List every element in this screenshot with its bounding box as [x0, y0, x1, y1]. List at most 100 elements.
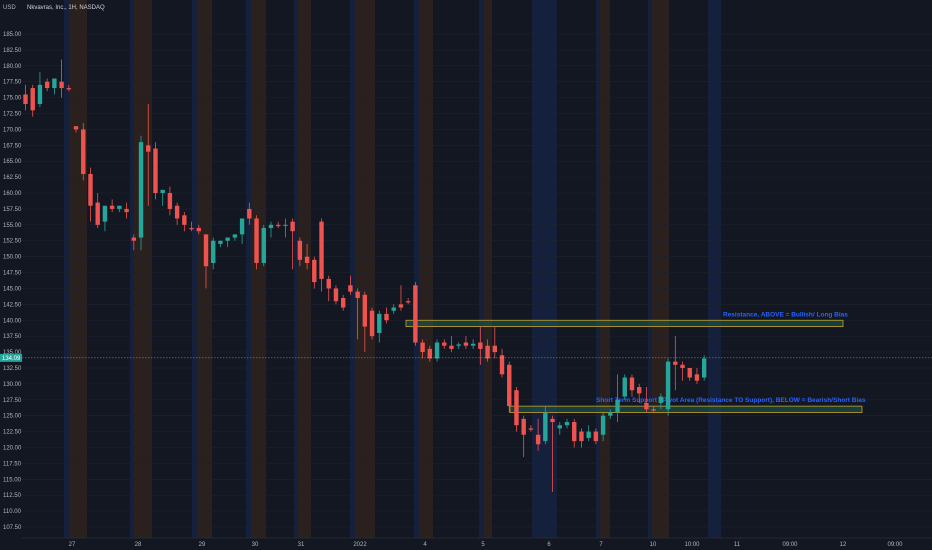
y-tick-label: 175.00 [3, 96, 22, 102]
y-axis: 185.00 182.50 180.00 177.50 175.00 172.50 170.… [3, 32, 22, 531]
candle [405, 297, 411, 305]
session-band-blue [596, 0, 600, 538]
candle [340, 294, 346, 311]
y-tick-label: 182.50 [3, 48, 22, 54]
candle [564, 418, 570, 429]
session-band-blue [545, 0, 557, 538]
candles-layer [23, 59, 707, 493]
last-price-value: 134.09 [2, 356, 21, 362]
candle-body [586, 431, 591, 438]
x-tick-label: 29 [199, 542, 206, 548]
x-tick-label: 30 [252, 542, 259, 548]
candle [23, 84, 28, 111]
candle [52, 78, 57, 95]
candle-body [211, 240, 216, 264]
candle-body [507, 364, 512, 407]
candle [470, 339, 476, 349]
candle [398, 285, 404, 311]
zone-label: Resistance, ABOVE = Bullish/ Long Bias [723, 311, 848, 318]
y-tick-label: 147.50 [3, 271, 22, 277]
y-tick-label: 162.50 [3, 175, 22, 181]
candle [276, 221, 281, 229]
candle-body [535, 434, 541, 445]
candle-body [398, 304, 404, 308]
candle-body [557, 425, 562, 429]
x-tick-label: 31 [298, 542, 305, 548]
candle-body [701, 358, 707, 378]
candle-body [283, 224, 288, 226]
session-band-orange [69, 0, 87, 538]
candle [131, 234, 136, 251]
candle-body [276, 224, 281, 227]
x-tick-label: 10:00 [684, 542, 700, 548]
candle [174, 202, 180, 225]
candle-body [680, 364, 685, 368]
candle-body [146, 145, 151, 152]
x-tick-label: 2022 [353, 542, 367, 548]
symbol-title: Nkvavras, Inc., 1H, NASDAQ [27, 5, 105, 11]
x-tick-label: 6 [547, 542, 551, 548]
candle-body [174, 205, 180, 219]
candle-body [499, 355, 505, 375]
candle [377, 310, 382, 343]
zone-label: Short Term Support / Pivot Area (Resista… [596, 397, 866, 404]
candle [521, 415, 526, 458]
candle [102, 205, 108, 232]
candle-body [405, 301, 411, 303]
candle [507, 361, 512, 413]
x-tick-label: 28 [135, 542, 142, 548]
x-tick-label: 4 [423, 542, 427, 548]
candle [355, 288, 360, 340]
candle [629, 374, 635, 397]
session-band-blue [130, 0, 134, 538]
candle [651, 406, 656, 413]
candle-body [391, 307, 396, 311]
y-tick-label: 157.50 [3, 207, 22, 213]
session-band-blue [294, 0, 298, 538]
candle [391, 304, 396, 314]
candle-body [420, 342, 425, 353]
x-axis: 27 28 29 30 31 2022 4 5 6 7 10 10:00 11 09:00 12 09:00 [22, 537, 932, 548]
candle [326, 275, 331, 302]
candle [297, 237, 303, 267]
candle [283, 218, 288, 238]
candle-body [362, 294, 368, 327]
x-tick-label: 12 [840, 542, 847, 548]
candle-body [312, 259, 317, 283]
candle [146, 103, 151, 206]
candle-body [340, 297, 346, 308]
y-tick-label: 170.00 [3, 127, 22, 133]
x-tick-label: 09:00 [782, 542, 798, 548]
candle-body [37, 84, 43, 104]
candle [658, 393, 664, 410]
candle-body [333, 288, 339, 302]
candle-body [124, 208, 129, 213]
x-tick-label: 5 [481, 542, 485, 548]
y-tick-label: 152.50 [3, 239, 22, 245]
candle-body [52, 78, 57, 89]
session-bands [64, 0, 721, 538]
candle [644, 387, 649, 413]
zone-box [509, 405, 863, 413]
candle [304, 243, 310, 270]
candle-body [304, 256, 310, 264]
candle [268, 221, 274, 238]
session-band-orange [652, 0, 669, 538]
candle-body [326, 278, 331, 289]
candle [427, 345, 433, 362]
candle [579, 428, 584, 448]
x-tick-label: 11 [734, 542, 741, 548]
candle-body [637, 387, 642, 394]
session-band-orange [298, 0, 311, 538]
candle [369, 307, 375, 340]
candle [557, 422, 562, 435]
candle-body [600, 415, 606, 435]
candle-body [694, 374, 700, 381]
candle [687, 367, 692, 381]
session-band-blue [532, 0, 545, 538]
candle-body [442, 342, 447, 346]
candle-body [73, 126, 79, 130]
candle-body [196, 228, 201, 232]
